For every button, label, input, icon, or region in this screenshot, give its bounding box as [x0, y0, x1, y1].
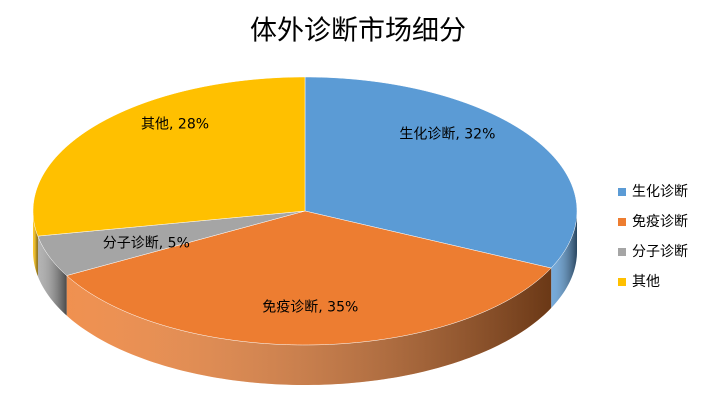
slice [32, 76, 306, 237]
legend-label: 生化诊断 [632, 184, 688, 200]
legend-swatch [618, 218, 626, 226]
data-label: 分子诊断, 5% [103, 236, 190, 252]
slice-side-shade [66, 268, 552, 385]
data-label: 免疫诊断, 35% [262, 299, 358, 315]
legend-swatch [618, 248, 626, 256]
data-label: 其他, 28% [141, 117, 209, 133]
chart-title: 体外诊断市场细分 [250, 16, 466, 47]
legend-label: 免疫诊断 [632, 214, 688, 230]
slice [37, 210, 306, 276]
legend-swatch [618, 188, 626, 196]
slice-side-shade [37, 236, 67, 316]
data-label: 生化诊断, 32% [399, 126, 495, 142]
slice [66, 210, 552, 346]
legend-label: 分子诊断 [632, 244, 688, 260]
slice-side-shade [33, 211, 38, 277]
legend-swatch [618, 278, 626, 286]
slice [304, 76, 578, 269]
legend-label: 其他 [632, 274, 660, 290]
slice-side-shade [551, 211, 577, 309]
